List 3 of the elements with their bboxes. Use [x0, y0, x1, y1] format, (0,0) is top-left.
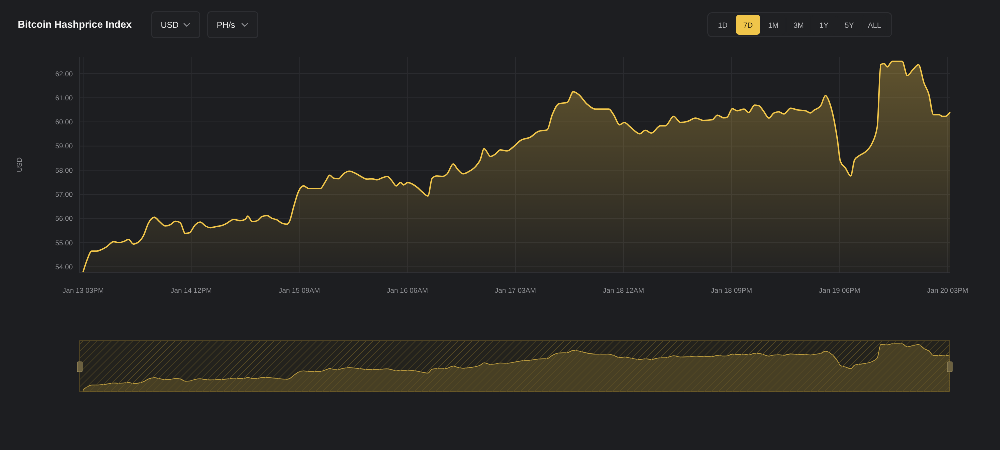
dropdown: PH/s	[208, 12, 258, 38]
dropdown: USD	[152, 12, 200, 38]
chart-title: Bitcoin Hashprice Index	[18, 20, 132, 31]
